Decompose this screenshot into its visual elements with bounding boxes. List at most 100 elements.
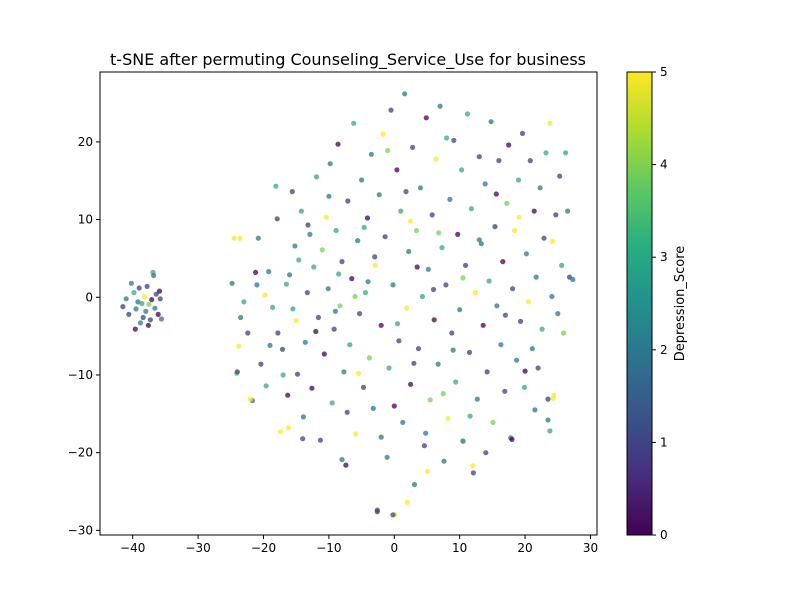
scatter-point [368, 151, 374, 157]
scatter-point [277, 429, 284, 435]
scatter-point [287, 272, 293, 278]
scatter-point [443, 282, 449, 288]
scatter-point [120, 304, 126, 310]
scatter-point [404, 305, 410, 311]
x-tick-label: −20 [251, 541, 276, 555]
scatter-point [484, 369, 490, 375]
scatter-point [241, 299, 247, 305]
scatter-point [404, 499, 410, 505]
scatter-point [382, 234, 388, 240]
scatter-point [493, 191, 499, 197]
scatter-point [559, 262, 565, 268]
scatter-point [139, 300, 145, 307]
scatter-point [234, 369, 240, 375]
scatter-point [423, 115, 429, 121]
scatter-point [496, 158, 502, 164]
scatter-point [453, 379, 459, 385]
scatter-point [279, 346, 286, 352]
colorbar-tick-label: 2 [660, 343, 668, 357]
scatter-point [247, 396, 253, 402]
scatter-point [545, 417, 551, 423]
scatter-point [561, 330, 567, 336]
scatter-point [305, 222, 311, 228]
scatter-point [302, 339, 308, 345]
scatter-point [362, 290, 369, 296]
scatter-point [331, 326, 337, 332]
scatter-point [296, 257, 302, 263]
scatter-point [254, 282, 260, 288]
scatter-point [380, 131, 386, 137]
scatter-point [337, 303, 343, 309]
scatter-point [522, 368, 528, 374]
scatter-point [411, 481, 418, 488]
scatter-point [476, 237, 482, 243]
scatter-point [521, 384, 528, 390]
scatter-point [468, 206, 474, 212]
scatter-point [394, 167, 400, 173]
scatter-point [361, 224, 367, 230]
scatter-point [355, 238, 361, 244]
scatter-point [425, 468, 431, 474]
scatter-point [152, 305, 158, 311]
scatter-point [425, 266, 431, 272]
scatter-point [146, 301, 152, 307]
scatter-point [474, 396, 480, 402]
scatter-point [300, 436, 306, 442]
colorbar-tick-label: 5 [660, 65, 668, 79]
scatter-point [413, 227, 420, 234]
scatter-point [427, 397, 433, 403]
scatter-point [315, 314, 321, 321]
scatter-point [549, 293, 555, 300]
scatter-point [423, 430, 429, 436]
scatter-point [326, 193, 332, 199]
scatter-point [451, 137, 457, 143]
colorbar-tick-label: 3 [660, 250, 668, 264]
scatter-point [374, 507, 380, 513]
scatter-point [372, 262, 378, 268]
scatter-point [339, 259, 345, 265]
colorbar [626, 71, 653, 536]
scatter-point [274, 216, 280, 222]
scatter-point [511, 227, 518, 234]
scatter-point [391, 403, 397, 409]
scatter-point [285, 425, 291, 431]
scatter-point [341, 369, 347, 375]
scatter-point [153, 291, 159, 297]
scatter-point [504, 200, 510, 206]
y-tick-label: 10 [78, 213, 93, 227]
scatter-point [457, 307, 463, 313]
scatter-point [509, 286, 516, 292]
scatter-point [270, 304, 276, 310]
scatter-point [370, 405, 376, 411]
scatter-point [517, 318, 524, 324]
scatter-point [439, 245, 445, 251]
scatter-point [570, 276, 576, 282]
scatter-point [258, 361, 264, 367]
scatter-point [406, 248, 412, 255]
scatter-point [498, 342, 504, 348]
scatter-point [529, 346, 535, 352]
scatter-point [294, 371, 301, 377]
x-axis: −40 −30 −20 −10 0 10 20 30 [120, 535, 598, 555]
scatter-point [262, 292, 268, 298]
scatter-point [323, 214, 329, 220]
scatter-point [237, 235, 243, 241]
scatter-point [541, 235, 547, 241]
scatter-point [547, 428, 553, 434]
colorbar-tick-label: 1 [660, 435, 668, 449]
x-tick-label: 20 [517, 541, 532, 555]
scatter-point [313, 174, 320, 180]
scatter-point [311, 264, 317, 270]
scatter-point [345, 198, 351, 204]
scatter-point [403, 189, 409, 195]
scatter-point [460, 275, 466, 281]
colorbar-tick-label: 0 [660, 528, 668, 542]
scatter-point [411, 360, 417, 366]
scatter-point [236, 343, 242, 349]
scatter-point [502, 388, 508, 394]
scatter-point [347, 342, 353, 348]
scatter-point [319, 247, 325, 253]
scatter-point [339, 457, 345, 463]
scatter-point [329, 400, 335, 406]
scatter-point [414, 264, 420, 270]
